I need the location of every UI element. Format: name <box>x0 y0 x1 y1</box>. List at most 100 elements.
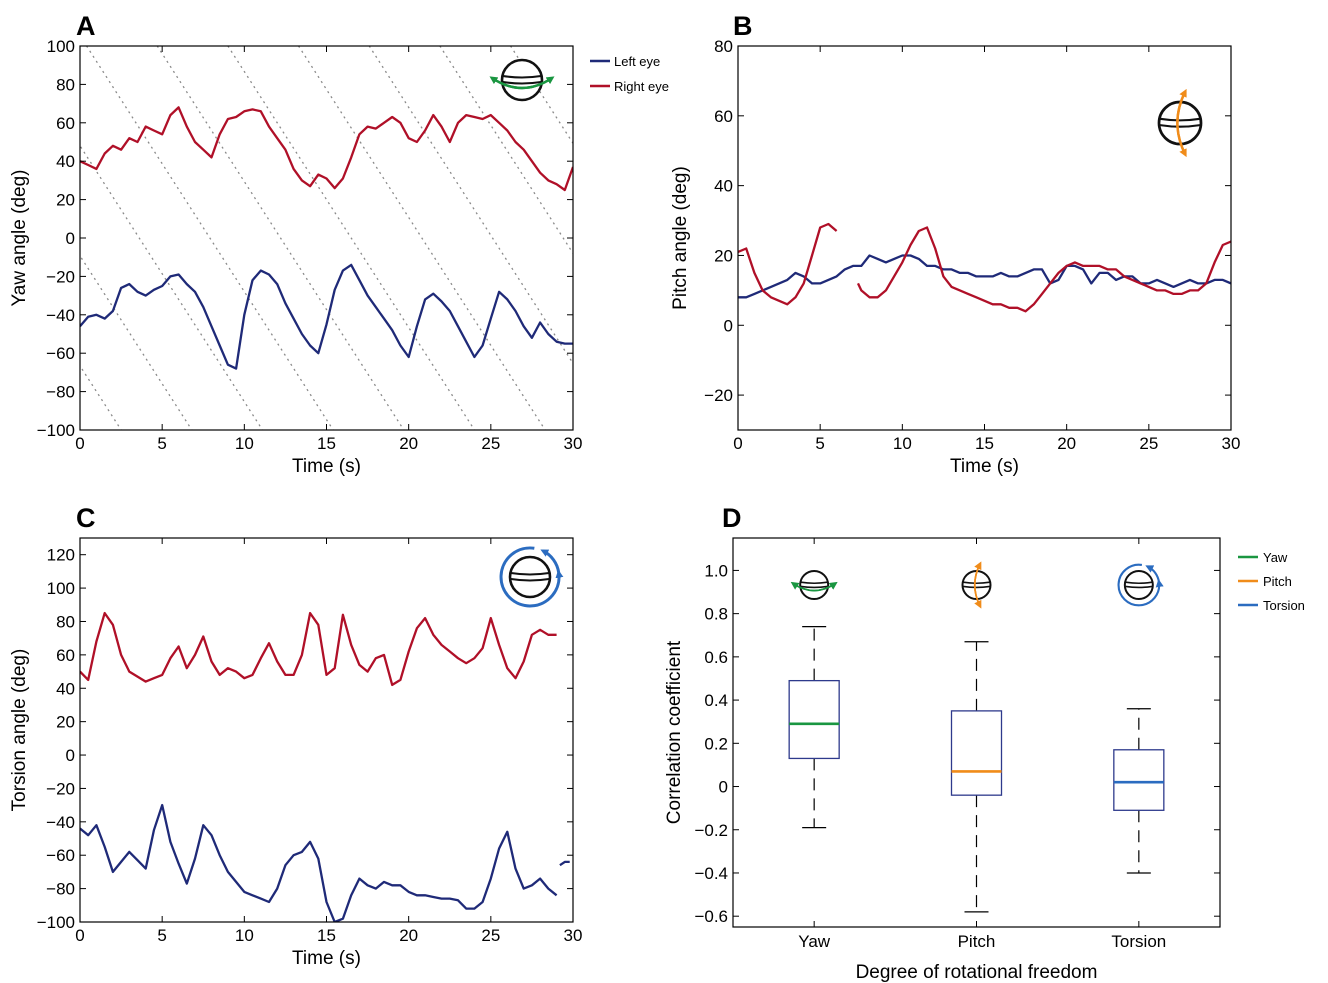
x-tick-label: Yaw <box>798 932 831 951</box>
y-tick-label: −40 <box>46 306 75 325</box>
dotted-diagonals <box>80 0 1092 622</box>
x-axis-label: Time (s) <box>950 456 1019 477</box>
y-tick-label: −0.4 <box>694 864 728 883</box>
legend-label: Right eye <box>614 79 669 94</box>
series-line <box>576 612 583 649</box>
y-tick-label: −80 <box>46 880 75 899</box>
box-iqr <box>788 679 840 760</box>
series-line <box>856 226 1231 313</box>
x-tick-label: 15 <box>317 434 336 453</box>
series-group <box>738 222 1231 313</box>
panel-letter-a: A <box>76 11 96 41</box>
y-tick-label: −20 <box>704 386 733 405</box>
y-tick-label: −100 <box>37 421 75 440</box>
y-tick-label: −0.6 <box>694 907 728 926</box>
x-tick-label: 25 <box>1139 434 1158 453</box>
x-axis-label: Time (s) <box>292 948 361 969</box>
y-tick-label: 80 <box>56 612 75 631</box>
x-tick-label: 20 <box>1057 434 1076 453</box>
y-axis-label: Pitch angle (deg) <box>670 166 691 310</box>
series-group <box>80 106 573 370</box>
x-tick-label: 25 <box>481 926 500 945</box>
panel-d-correlation-boxplot: 1.0 0.8 0.6 0.4 0.2 0 −0.2 −0.4 −0.6 Yaw Pitch Tors… <box>664 537 1305 983</box>
series-group <box>80 611 583 922</box>
eyeball-band-bottom <box>1125 585 1153 589</box>
y-tick-label: −60 <box>46 846 75 865</box>
dotted-diagonal-line <box>297 46 546 430</box>
y-axis-label: Torsion angle (deg) <box>9 649 30 812</box>
dotted-diagonal-line <box>156 46 405 430</box>
x-tick-label: 5 <box>157 434 166 453</box>
dotted-diagonal-line <box>368 46 573 365</box>
pitch-rotation-icon <box>1157 88 1203 158</box>
yaw-arrow-reverse <box>489 76 553 90</box>
series-line <box>738 254 1231 299</box>
y-tick-label: 0 <box>719 778 728 797</box>
series-line <box>738 222 838 306</box>
pitch-arrow-reverse <box>1176 88 1187 156</box>
dotted-diagonal-line <box>80 364 122 430</box>
box-pitch: Pitch <box>950 538 1003 951</box>
x-tick-label: Torsion <box>1111 932 1166 951</box>
box-iqr <box>950 710 1003 796</box>
eyeball-band-bottom <box>510 578 550 582</box>
x-tick-label: 20 <box>399 926 418 945</box>
eyeball-outline <box>500 58 544 102</box>
panel-letter-c: C <box>76 503 96 533</box>
y-tick-label: 40 <box>56 679 75 698</box>
x-tick-label: 30 <box>564 926 583 945</box>
x-tick-label: 30 <box>1222 434 1241 453</box>
eyeball-band-bottom <box>502 81 542 85</box>
torsion-arrow <box>499 546 564 608</box>
y-tick-label: 0 <box>66 746 75 765</box>
y-tick-label: 1.0 <box>704 561 728 580</box>
eyeball-band-top <box>510 572 550 576</box>
series-line <box>80 803 558 922</box>
series-line <box>576 884 583 892</box>
eyeball-outline <box>799 570 830 600</box>
pitch-rotation-icon <box>961 561 992 609</box>
y-tick-label: −40 <box>46 813 75 832</box>
y-tick-label: 0.2 <box>704 734 728 753</box>
box-yaw: Yaw <box>788 538 840 951</box>
x-tick-label: 10 <box>235 926 254 945</box>
dotted-diagonal-line <box>439 46 573 255</box>
y-tick-label: 60 <box>56 646 75 665</box>
y-tick-label: −20 <box>46 267 75 286</box>
x-axis-label: Time (s) <box>292 456 361 477</box>
eyeball-outline <box>1123 570 1154 600</box>
torsion-arrow-reverse <box>540 549 561 573</box>
yaw-arrow-reverse <box>790 581 836 592</box>
y-tick-label: 60 <box>714 107 733 126</box>
y-tick-label: 20 <box>714 246 733 265</box>
y-tick-label: 0 <box>724 316 733 335</box>
x-tick-label: 5 <box>815 434 824 453</box>
dotted-diagonal-line <box>529 0 1022 622</box>
dotted-diagonal-line <box>599 0 1092 622</box>
legend: Left eye Right eye <box>590 54 669 94</box>
plot-frame <box>79 45 574 431</box>
x-tick-label: 0 <box>75 434 84 453</box>
box-iqr <box>1113 749 1165 811</box>
x-tick-label: 0 <box>733 434 742 453</box>
x-tick-label: 15 <box>975 434 994 453</box>
x-tick-label: 25 <box>481 434 500 453</box>
eyeball-band-bottom <box>800 585 828 589</box>
panel-letter-b: B <box>733 11 753 41</box>
yaw-rotation-icon <box>489 58 555 102</box>
series-line <box>80 263 573 370</box>
y-tick-label: 80 <box>56 75 75 94</box>
panel-a-yaw-chart: 0 5 10 15 20 25 30100806040200−20−40−60−80−100… <box>9 0 1092 622</box>
y-tick-label: 40 <box>714 177 733 196</box>
eyeball-band-top <box>800 581 828 585</box>
eyeball-band-top <box>963 581 990 585</box>
x-tick-label: 15 <box>317 926 336 945</box>
eyeball-band-top <box>502 75 542 79</box>
legend-label: Yaw <box>1263 550 1288 565</box>
dotted-diagonal-line <box>85 46 334 430</box>
y-axis-label: Yaw angle (deg) <box>9 170 30 307</box>
y-tick-label: 0 <box>66 229 75 248</box>
eyeball-outline <box>508 555 552 599</box>
y-tick-label: 0.6 <box>704 648 728 667</box>
panel-b-pitch-chart: 0 5 10 15 20 25 30 80 60 40 20 0 −20 Time (s) Pitch an… <box>670 37 1240 477</box>
